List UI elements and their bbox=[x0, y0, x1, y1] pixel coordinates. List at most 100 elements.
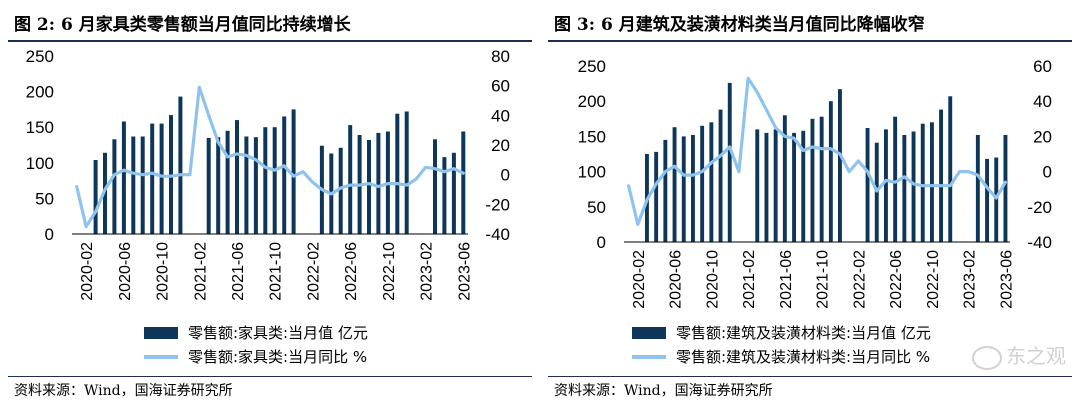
bar-2023-06 bbox=[461, 131, 466, 234]
watermark-text: 东之观 bbox=[1006, 344, 1066, 368]
legend-item-line: 零售额:建筑及装潢材料类:当月同比 % bbox=[632, 346, 930, 367]
x-tick-label: 2022-06 bbox=[343, 242, 360, 301]
bar-2022-12 bbox=[948, 96, 953, 242]
bar-2020-08 bbox=[691, 135, 695, 242]
wechat-icon bbox=[972, 345, 1002, 370]
bar-2023-04 bbox=[985, 158, 989, 242]
x-tick-label: 2020-02 bbox=[631, 250, 648, 309]
bar-2022-09 bbox=[920, 123, 925, 242]
bar-2021-12 bbox=[291, 109, 296, 234]
y-left-tick-label: 0 bbox=[597, 233, 606, 252]
y-left-tick-label: 150 bbox=[26, 118, 54, 137]
bar-2021-05 bbox=[773, 129, 778, 242]
y-right-tick-label: 40 bbox=[491, 106, 510, 125]
y-right-tick-label: 60 bbox=[1033, 57, 1052, 76]
x-tick-label: 2022-06 bbox=[888, 250, 905, 309]
x-tick-label: 2022-10 bbox=[925, 250, 942, 309]
x-tick-label: 2020-10 bbox=[704, 250, 721, 309]
x-tick-label: 2022-10 bbox=[381, 242, 398, 301]
x-tick-label: 2021-02 bbox=[192, 242, 209, 301]
bar-2021-03 bbox=[206, 137, 211, 234]
source-rule bbox=[548, 376, 1072, 377]
chart-title: 图 3: 6 月建筑及装潢材料类当月值同比降幅收窄 bbox=[554, 15, 925, 35]
bar-2022-10 bbox=[930, 122, 934, 242]
bar-2022-07 bbox=[902, 135, 907, 242]
chart-title: 图 2: 6 月家具类零售额当月值同比持续增长 bbox=[14, 15, 351, 35]
bar-2023-03 bbox=[975, 135, 980, 242]
bar-2020-03 bbox=[93, 160, 98, 234]
y-left-tick-label: 250 bbox=[578, 57, 606, 76]
bar-2020-09 bbox=[700, 125, 705, 242]
y-left-tick-label: 200 bbox=[578, 92, 606, 111]
bar-2021-08 bbox=[801, 130, 806, 242]
bar-2022-03 bbox=[865, 128, 870, 242]
bar-2022-05 bbox=[338, 147, 343, 234]
y-right-tick-label: -20 bbox=[1027, 198, 1052, 217]
y-right-tick-label: -40 bbox=[485, 225, 510, 244]
bar-2020-12 bbox=[727, 82, 732, 243]
bar-2023-06 bbox=[1003, 135, 1008, 242]
legend-line-label: 零售额:建筑及装潢材料类:当月同比 % bbox=[676, 348, 931, 366]
y-right-tick-label: -40 bbox=[1027, 233, 1052, 252]
bar-2021-12 bbox=[838, 89, 842, 242]
x-tick-label: 2022-02 bbox=[305, 242, 322, 301]
bar-2022-08 bbox=[367, 140, 371, 234]
bar-2020-06 bbox=[672, 127, 677, 242]
x-tick-label: 2020-06 bbox=[117, 242, 134, 301]
y-right-tick-label: -20 bbox=[485, 195, 510, 214]
watermark: 东之观 bbox=[972, 340, 1066, 370]
x-tick-label: 2021-06 bbox=[778, 250, 795, 309]
bar-2020-05 bbox=[112, 139, 117, 234]
y-left-tick-label: 200 bbox=[26, 83, 54, 102]
bar-2021-11 bbox=[282, 116, 287, 234]
x-tick-label: 2023-06 bbox=[456, 242, 473, 301]
bar-2022-06 bbox=[893, 116, 898, 242]
source-note: 资料来源：Wind，国海证券研究所 bbox=[554, 383, 773, 399]
y-left-tick-label: 100 bbox=[578, 163, 606, 182]
y-right-tick-label: 20 bbox=[1033, 127, 1052, 146]
legend-item-bar: 零售额:家具类:当月值 亿元 bbox=[144, 322, 368, 343]
title-rule bbox=[548, 40, 1072, 42]
bar-2022-05 bbox=[884, 129, 888, 242]
chart-panel-furniture: 图 2: 6 月家具类零售额当月值同比持续增长 0 50 100 150 200 250-… bbox=[8, 15, 532, 399]
legend-line-swatch bbox=[632, 354, 666, 359]
y-left-tick-label: 50 bbox=[587, 198, 606, 217]
bar-2021-11 bbox=[828, 101, 833, 242]
y-left-tick-label: 100 bbox=[26, 154, 54, 173]
legend-bar-swatch bbox=[632, 326, 666, 339]
legend-item-line: 零售额:家具类:当月同比 % bbox=[144, 346, 367, 367]
bar-2020-10 bbox=[159, 123, 164, 234]
bar-2020-11 bbox=[718, 109, 723, 242]
y-left-tick-label: 250 bbox=[26, 47, 54, 66]
legend-bar-label: 零售额:建筑及装潢材料类:当月值 亿元 bbox=[676, 324, 931, 342]
bar-2021-03 bbox=[755, 129, 760, 242]
bar-2020-08 bbox=[140, 136, 145, 234]
bar-2022-11 bbox=[395, 113, 400, 234]
bar-2020-07 bbox=[131, 136, 136, 234]
y-right-tick-label: 0 bbox=[1043, 163, 1052, 182]
legend-bar-swatch bbox=[144, 326, 178, 339]
bar-2021-04 bbox=[764, 132, 769, 242]
bar-2021-05 bbox=[225, 130, 230, 234]
bar-2021-10 bbox=[819, 116, 824, 242]
yoy-line bbox=[626, 76, 1007, 226]
bar-2021-06 bbox=[782, 115, 787, 242]
bar-2022-12 bbox=[404, 111, 409, 234]
bar-2021-08 bbox=[253, 137, 258, 234]
x-tick-label: 2021-10 bbox=[815, 250, 832, 309]
y-right-tick-label: 0 bbox=[501, 166, 510, 185]
bar-2023-04 bbox=[442, 157, 447, 234]
legend-item-bar: 零售额:建筑及装潢材料类:当月值 亿元 bbox=[632, 322, 931, 343]
bar-2022-11 bbox=[939, 109, 943, 242]
x-tick-label: 2023-02 bbox=[962, 250, 979, 309]
bar-2021-09 bbox=[263, 127, 268, 234]
bar-2021-07 bbox=[244, 136, 249, 234]
bar-2022-09 bbox=[376, 132, 381, 234]
bar-2020-12 bbox=[178, 96, 183, 234]
x-tick-label: 2021-02 bbox=[741, 250, 758, 309]
legend-line-swatch bbox=[144, 354, 178, 359]
bar-2023-05 bbox=[451, 152, 456, 234]
chart-panel-building-materials: 图 3: 6 月建筑及装潢材料类当月值同比降幅收窄 0 50 100 150 200 25… bbox=[540, 0, 1080, 411]
y-right-tick-label: 20 bbox=[491, 136, 510, 155]
bar-2022-08 bbox=[911, 131, 916, 242]
